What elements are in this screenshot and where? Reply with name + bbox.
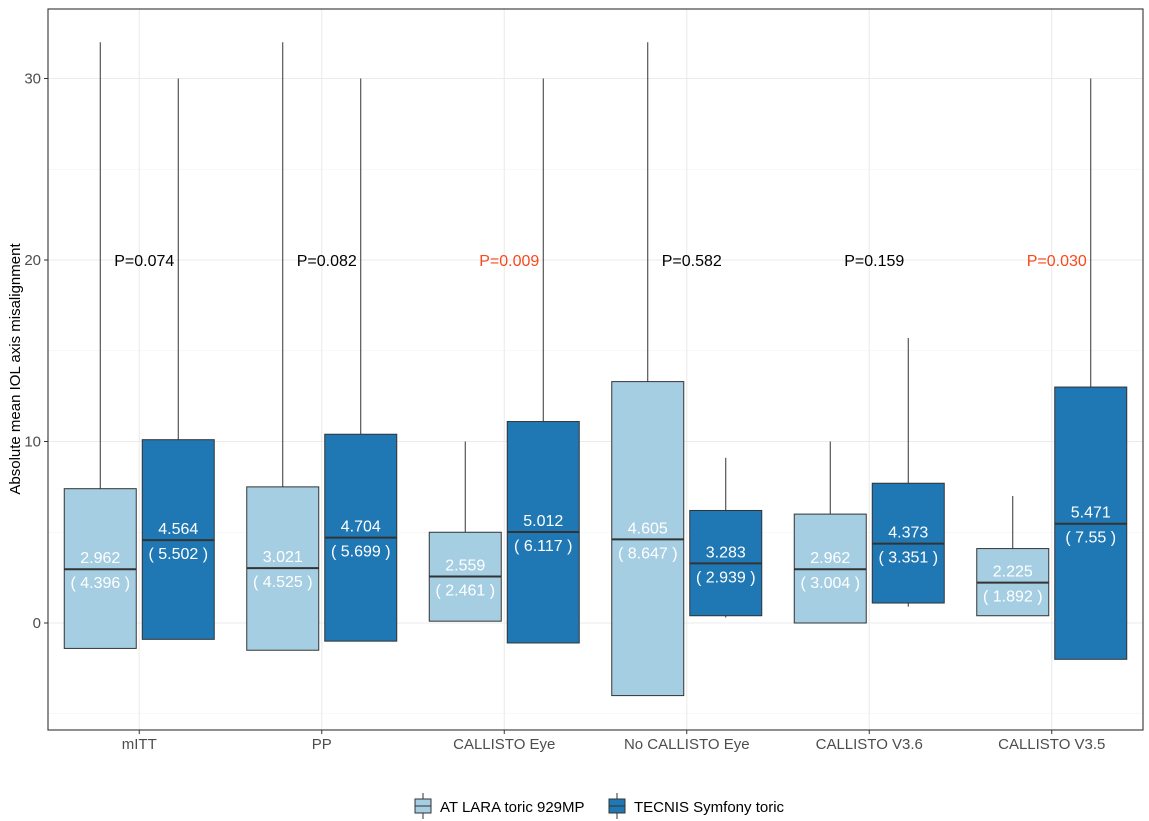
panel-border xyxy=(47,8,1144,731)
sd-label: ( 3.004 ) xyxy=(800,575,860,592)
legend-item: AT LARA toric 929MP xyxy=(414,793,585,819)
legend-label: AT LARA toric 929MP xyxy=(440,799,585,816)
mean-label: 2.559 xyxy=(445,558,485,575)
grid-layer xyxy=(48,9,1143,730)
mean-label: 5.471 xyxy=(1071,505,1111,522)
mean-label: 2.962 xyxy=(80,550,120,567)
sd-label: ( 8.647 ) xyxy=(618,545,678,562)
y-axis-title: Absolute mean IOL axis misalignment xyxy=(7,243,24,495)
y-tick-label: 0 xyxy=(33,615,41,632)
mean-label: 5.012 xyxy=(523,513,563,530)
mean-label: 3.283 xyxy=(706,544,746,561)
x-tick-label: PP xyxy=(312,736,332,753)
sd-label: ( 3.351 ) xyxy=(878,550,938,567)
sd-label: ( 1.892 ) xyxy=(983,589,1043,606)
mean-label: 3.021 xyxy=(263,549,303,566)
sd-label: ( 6.117 ) xyxy=(514,538,572,555)
p-value-label: P=0.082 xyxy=(297,253,357,270)
x-tick-label: CALLISTO V3.5 xyxy=(998,736,1105,753)
sd-label: ( 7.55 ) xyxy=(1065,530,1116,547)
y-tick-label: 20 xyxy=(24,252,41,269)
p-value-label: P=0.159 xyxy=(844,253,904,270)
legend: AT LARA toric 929MP TECNIS Symfony toric xyxy=(414,793,785,819)
mean-label: 4.564 xyxy=(158,521,198,538)
x-tick-label: mITT xyxy=(122,736,157,753)
mean-label: 2.225 xyxy=(993,564,1033,581)
sd-label: ( 4.525 ) xyxy=(253,574,313,591)
sd-label: ( 2.461 ) xyxy=(435,583,495,600)
box-layer xyxy=(63,42,1128,697)
sd-label: ( 4.396 ) xyxy=(70,575,130,592)
sd-label: ( 5.502 ) xyxy=(148,546,208,563)
p-value-label: P=0.030 xyxy=(1027,253,1087,270)
y-tick-label: 10 xyxy=(24,434,41,451)
mean-label: 4.704 xyxy=(341,519,381,536)
p-value-label: P=0.074 xyxy=(114,253,174,270)
p-value-label: P=0.009 xyxy=(479,253,539,270)
sd-label: ( 2.939 ) xyxy=(696,569,756,586)
x-tick-label: CALLISTO Eye xyxy=(453,736,555,753)
p-value-label: P=0.582 xyxy=(662,253,722,270)
axis-layer: 0 10 20 30 mITT PP CALLISTO Eye No CALLISTO Eye… xyxy=(24,71,1105,754)
legend-item: TECNIS Symfony toric xyxy=(608,793,785,819)
x-tick-label: No CALLISTO Eye xyxy=(624,736,750,753)
legend-label: TECNIS Symfony toric xyxy=(634,799,785,816)
mean-label: 4.605 xyxy=(628,520,668,537)
sd-label: ( 5.699 ) xyxy=(331,544,391,561)
mean-label: 4.373 xyxy=(888,525,928,542)
y-tick-label: 30 xyxy=(24,71,41,88)
label-layer: 2.962 ( 4.396 ) 3.021 ( 4.525 ) 2.559 ( 2.461… xyxy=(70,253,1116,606)
x-tick-label: CALLISTO V3.6 xyxy=(816,736,923,753)
mean-label: 2.962 xyxy=(810,550,850,567)
